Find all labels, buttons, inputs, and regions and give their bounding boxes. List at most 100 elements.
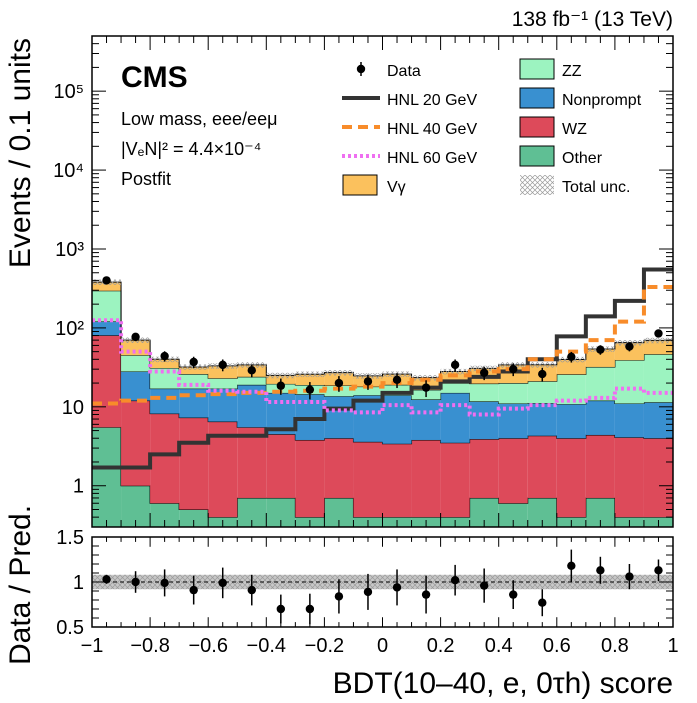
legend-label: HNL 40 GeV [387, 121, 477, 138]
x-tick-label: 0 [377, 635, 388, 657]
stack-other [92, 426, 673, 527]
ratio-point [450, 576, 460, 585]
data-point [218, 360, 227, 370]
ratio-content [92, 549, 673, 625]
y-axis-label: Events / 0.1 units [4, 38, 37, 268]
stack-bar [150, 413, 180, 504]
unc-bar [527, 362, 557, 368]
y-tick-label: 10² [55, 318, 84, 340]
stack-nonprompt [92, 321, 673, 444]
legend-label: Vγ [387, 179, 406, 196]
stack-bar [643, 402, 673, 439]
stack-bar [150, 359, 180, 369]
ratio-point [305, 604, 315, 614]
stack-bar [411, 439, 441, 518]
stack-bar [208, 365, 238, 379]
x-tick-label: 0.4 [485, 635, 513, 657]
legend-label: Other [562, 150, 603, 167]
unc-bar [295, 371, 325, 378]
legend-label: Nonprompt [562, 92, 642, 109]
y-tick-label: 10 [62, 397, 84, 419]
legend-label: Total unc. [562, 179, 630, 196]
stack-bar [614, 360, 644, 404]
stack-bar [614, 342, 644, 361]
stack-bar [92, 427, 122, 527]
ratio-point [479, 581, 489, 590]
stack-bar [295, 374, 325, 386]
ratio-y-axis-label: Data / Pred. [4, 505, 37, 665]
ratio-tick-label: 1.5 [56, 527, 84, 549]
stack-bar [179, 366, 209, 375]
stack-wz [92, 334, 673, 518]
stack-bar [150, 503, 180, 527]
stack-bar [585, 349, 615, 367]
x-tick-label: −0.8 [130, 635, 169, 657]
stack-bar [440, 442, 470, 518]
legend-swatch [519, 145, 555, 167]
data-point [131, 332, 140, 342]
data-point [334, 378, 344, 388]
unc-bar [411, 375, 441, 381]
ratio-point [189, 585, 198, 595]
stack-bar [643, 354, 673, 403]
ratio-point [538, 598, 547, 607]
stack-bar [295, 439, 325, 518]
unc-bar [440, 368, 470, 375]
legend-label: Data [387, 63, 421, 80]
stack-bar [324, 396, 354, 439]
legend-label: HNL 20 GeV [387, 92, 477, 109]
stack-bar [353, 441, 383, 518]
y-tick-label: 10³ [55, 239, 84, 261]
x-tick-label: 1 [667, 635, 678, 657]
data-point [509, 364, 518, 374]
lumi-label: 138 fb⁻¹ (13 TeV) [512, 8, 673, 31]
ratio-point [625, 572, 634, 581]
y-tick-label: 10⁵ [53, 81, 84, 103]
data-point [247, 366, 256, 375]
ratio-point [102, 575, 111, 584]
stack-bar [527, 381, 557, 404]
stack-bar [614, 403, 644, 438]
x-axis-label: BDT(10–40, e, 0τh) score [333, 667, 673, 700]
data-point [538, 369, 547, 379]
ratio-point [363, 587, 373, 597]
ratio-point [160, 578, 169, 588]
stack-bar [614, 437, 644, 518]
stack-bar [92, 335, 122, 428]
y-ticks: 1 10 10² 10³ 10⁴ 10⁵ [53, 35, 673, 528]
stack-group [92, 267, 673, 527]
x-tick-label: −1 [81, 635, 104, 657]
stack-bar [585, 400, 615, 435]
data-point [625, 342, 634, 351]
data-point [450, 360, 460, 370]
legend-swatch [342, 174, 378, 196]
data-point [363, 377, 373, 386]
legend-swatch [519, 116, 555, 138]
ratio-point [247, 585, 256, 595]
stack-bar [643, 438, 673, 518]
stack-bar [179, 509, 209, 527]
y-tick-label: 1 [73, 476, 84, 498]
ratio-point [421, 590, 431, 599]
stack-bar [92, 290, 122, 322]
stack-bar [440, 383, 470, 393]
stack-bar [382, 443, 412, 518]
stack-bar [556, 404, 586, 439]
stack-bar [150, 388, 180, 414]
stack-bar [324, 438, 354, 498]
x-tick-label: 0.8 [601, 635, 629, 657]
legend-data-marker [356, 64, 366, 74]
ratio-point [392, 583, 402, 592]
stack-bar [382, 384, 412, 396]
data-point [479, 368, 489, 377]
stack-bar [121, 371, 151, 401]
stack-bar [92, 282, 122, 291]
stack-bar [121, 400, 151, 486]
annotation: Postfit [121, 169, 171, 189]
stack-bar [585, 366, 615, 401]
ratio-point [131, 577, 140, 587]
ratio-tick-label: 0.5 [56, 617, 84, 639]
ratio-point [509, 590, 518, 599]
data-point [392, 375, 402, 384]
